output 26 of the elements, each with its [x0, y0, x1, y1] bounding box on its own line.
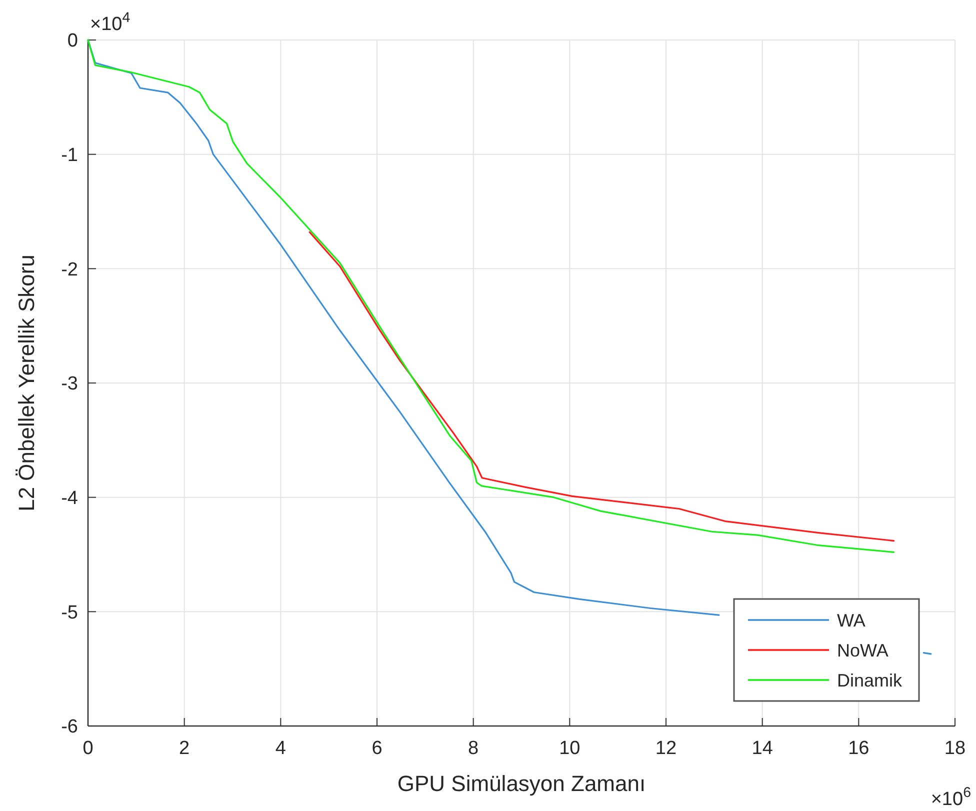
y-tick-label: -4	[61, 488, 78, 509]
x-tick-label: 6	[372, 738, 382, 759]
x-tick-label: 16	[848, 738, 870, 759]
x-tick-label: 4	[275, 738, 286, 759]
x-tick-label: 14	[752, 738, 774, 759]
y-tick-label: -6	[61, 716, 78, 738]
x-tick-label: 0	[82, 738, 94, 759]
legend-label: NoWA	[837, 640, 888, 660]
legend-label: WA	[837, 610, 866, 630]
text: ×10$^{6}$	[930, 785, 972, 810]
line-series	[87, 39, 895, 554]
x-tick-label: 8	[468, 738, 479, 759]
x-tick-label: 2	[179, 738, 190, 759]
y-tick-label: -1	[61, 144, 78, 166]
y-tick-label: -5	[61, 602, 78, 624]
y-axis-title: L2 Önbellek Yerellik Skoru	[14, 254, 39, 512]
y-tick-label: -2	[61, 259, 78, 280]
x-tick-label: 12	[655, 738, 677, 759]
x-axis-title: GPU Simülasyon Zamanı	[397, 771, 646, 796]
y-tick-label: -3	[61, 374, 78, 395]
y-tick-label: 0	[67, 30, 78, 52]
text: ×10$^{4}$	[90, 10, 130, 35]
line-series	[308, 231, 895, 542]
x-tick-label: 10	[559, 738, 580, 759]
legend-label: Dinamik	[837, 670, 904, 690]
x-tick-label: 18	[944, 738, 966, 759]
